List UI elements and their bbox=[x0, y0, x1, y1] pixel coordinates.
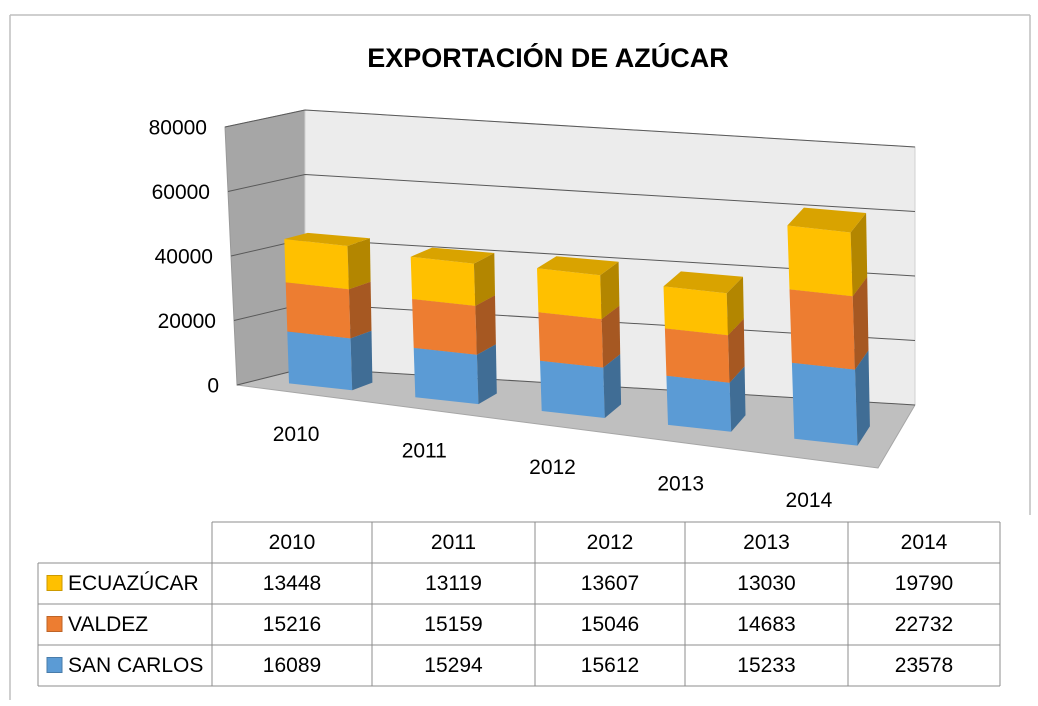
bar-front bbox=[537, 268, 602, 320]
frame bbox=[9, 14, 1031, 700]
bar-front bbox=[285, 282, 351, 339]
bar-front bbox=[413, 347, 479, 405]
bar-side bbox=[476, 344, 497, 405]
bar-top bbox=[663, 271, 743, 294]
table-value: 15233 bbox=[737, 654, 795, 677]
table-header: 2010 bbox=[269, 531, 316, 554]
bar-segment bbox=[787, 207, 868, 297]
legend-key bbox=[46, 575, 63, 591]
x-tick-label: 2010 bbox=[273, 423, 320, 446]
table-value: 19790 bbox=[895, 572, 953, 595]
bar-front bbox=[284, 239, 349, 290]
bar-side bbox=[348, 281, 372, 339]
bar-top bbox=[537, 256, 619, 276]
x-tick-label: 2014 bbox=[786, 489, 833, 512]
bar-top bbox=[787, 207, 867, 233]
bar-side bbox=[600, 261, 620, 320]
table-header: 2012 bbox=[587, 531, 634, 554]
table-header: 2014 bbox=[901, 531, 948, 554]
bar-front bbox=[538, 312, 604, 368]
y-tick-label: 60000 bbox=[152, 181, 210, 204]
x-tick-label: 2012 bbox=[529, 456, 576, 479]
bar-top bbox=[284, 232, 370, 246]
bar-front bbox=[789, 289, 855, 370]
grid-line bbox=[227, 173, 916, 212]
bar-front bbox=[540, 360, 605, 418]
y-tick-label: 20000 bbox=[158, 310, 216, 333]
y-tick-label: 40000 bbox=[155, 246, 213, 269]
bar-side bbox=[729, 366, 746, 432]
legend-key bbox=[46, 616, 63, 632]
bar-side bbox=[350, 330, 373, 391]
bar-side bbox=[728, 318, 745, 383]
bar-front bbox=[412, 299, 477, 355]
bar-side bbox=[475, 295, 496, 355]
legend-label: SAN CARLOS bbox=[68, 654, 203, 677]
bar-side bbox=[347, 238, 371, 290]
bar-side bbox=[852, 276, 869, 370]
bar-front bbox=[663, 286, 728, 336]
y-tick-label: 0 bbox=[207, 375, 219, 398]
bar-side bbox=[855, 350, 870, 446]
chart-title: EXPORTACIÓN DE AZÚCAR bbox=[367, 42, 729, 73]
bar-front bbox=[791, 362, 858, 446]
legend-label: VALDEZ bbox=[68, 613, 148, 636]
table-header: 2013 bbox=[743, 531, 790, 554]
table-value: 15159 bbox=[424, 613, 482, 636]
legend-key bbox=[46, 657, 63, 673]
bar-front bbox=[287, 331, 353, 391]
bar-side bbox=[726, 276, 744, 336]
grid-line bbox=[224, 109, 916, 148]
table-value: 15294 bbox=[424, 654, 483, 677]
bar-front bbox=[410, 256, 476, 306]
table-value: 15046 bbox=[581, 613, 639, 636]
bar-segment bbox=[284, 232, 371, 290]
bar-top bbox=[410, 247, 495, 264]
bar-front bbox=[664, 328, 730, 383]
data-table: 2010 2011 2012 2013 2014 SAN CARLOS 16089 15294… bbox=[37, 521, 1001, 687]
table-value: 22732 bbox=[895, 613, 953, 636]
table-value: 13448 bbox=[263, 572, 321, 595]
table-value: 13607 bbox=[581, 572, 639, 595]
x-tick-label: 2011 bbox=[402, 439, 447, 462]
bar-side bbox=[603, 354, 622, 418]
table-value: 13030 bbox=[737, 572, 795, 595]
table-value: 16089 bbox=[263, 654, 321, 677]
table-value: 23578 bbox=[895, 654, 953, 677]
bar-side bbox=[473, 253, 495, 306]
bar-side bbox=[601, 305, 621, 368]
table-value: 14683 bbox=[737, 613, 795, 636]
table-header: 2011 bbox=[431, 531, 476, 554]
bar-segment bbox=[410, 247, 495, 306]
table-value: 15612 bbox=[581, 654, 639, 677]
bar-segment bbox=[663, 271, 744, 336]
bar-segment bbox=[537, 256, 620, 320]
legend-label: ECUAZÚCAR bbox=[68, 572, 199, 595]
table-value: 13119 bbox=[425, 572, 482, 595]
x-tick-label: 2013 bbox=[657, 473, 704, 496]
table-value: 15216 bbox=[263, 613, 321, 636]
y-tick-label: 80000 bbox=[149, 117, 207, 140]
bar-front bbox=[787, 225, 853, 297]
bar-side bbox=[850, 213, 868, 297]
bar-front bbox=[666, 375, 732, 432]
